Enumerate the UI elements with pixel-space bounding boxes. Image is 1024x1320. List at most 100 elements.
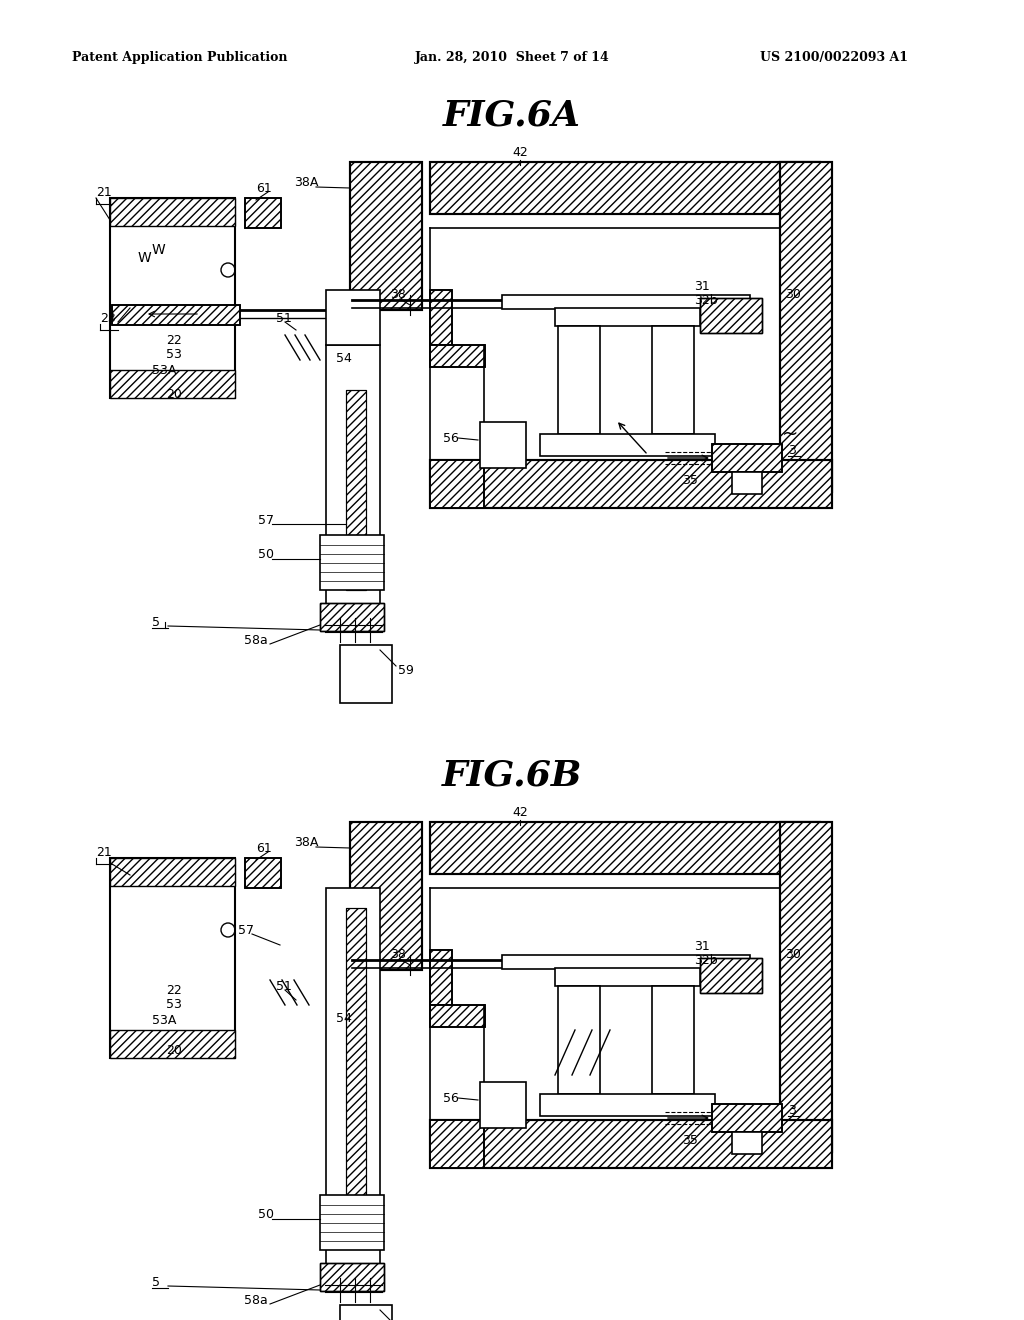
Text: 58a: 58a — [244, 1294, 267, 1307]
Bar — [319, 1195, 384, 1250]
Text: 51: 51 — [276, 979, 292, 993]
Text: 31: 31 — [694, 940, 710, 953]
Bar — [346, 389, 366, 590]
Bar — [555, 308, 700, 326]
Bar — [430, 459, 484, 508]
Text: 56: 56 — [443, 1092, 459, 1105]
Bar — [430, 345, 485, 367]
Bar — [430, 459, 831, 508]
Text: W: W — [152, 243, 165, 257]
Bar — [350, 162, 422, 310]
Bar — [502, 294, 750, 309]
Text: 35: 35 — [682, 1134, 698, 1147]
Text: 21: 21 — [96, 186, 112, 198]
Bar — [112, 305, 240, 325]
Bar — [555, 968, 700, 986]
Text: US 2100/0022093 A1: US 2100/0022093 A1 — [760, 51, 908, 65]
Bar — [652, 326, 694, 434]
Text: 59: 59 — [398, 664, 414, 676]
Bar — [326, 888, 380, 1269]
Text: 35: 35 — [682, 474, 698, 487]
Text: 31: 31 — [694, 280, 710, 293]
Bar — [430, 1005, 485, 1027]
Bar — [245, 198, 281, 228]
Text: 5: 5 — [152, 1275, 160, 1288]
Text: Jan. 28, 2010  Sheet 7 of 14: Jan. 28, 2010 Sheet 7 of 14 — [415, 51, 609, 65]
Bar — [110, 858, 234, 886]
Text: 50: 50 — [258, 549, 274, 561]
Text: 38A: 38A — [294, 837, 318, 850]
Bar — [430, 459, 484, 508]
Bar — [558, 326, 600, 434]
Text: 5: 5 — [152, 615, 160, 628]
Bar — [700, 298, 762, 333]
Text: 53: 53 — [166, 348, 182, 362]
Text: 22: 22 — [166, 334, 181, 346]
Text: 30: 30 — [785, 289, 801, 301]
Bar — [700, 958, 762, 993]
Text: ~: ~ — [781, 425, 798, 444]
Bar — [110, 370, 234, 399]
Bar — [319, 535, 384, 590]
Bar — [319, 603, 384, 631]
Bar — [430, 822, 820, 874]
Bar — [712, 1104, 782, 1133]
Bar — [245, 858, 281, 888]
Bar — [480, 1082, 526, 1129]
Bar — [700, 958, 762, 993]
Bar — [319, 1263, 384, 1291]
Text: 53A: 53A — [152, 1014, 176, 1027]
Text: 42: 42 — [512, 145, 528, 158]
Bar — [350, 162, 422, 310]
Bar — [732, 473, 762, 494]
Text: 54: 54 — [336, 1011, 352, 1024]
Text: 58a: 58a — [244, 634, 267, 647]
Bar — [780, 822, 831, 1152]
Text: 38A: 38A — [294, 177, 318, 190]
Bar — [732, 1133, 762, 1154]
Bar — [110, 1030, 234, 1059]
Text: Patent Application Publication: Patent Application Publication — [72, 51, 288, 65]
Text: 61: 61 — [256, 842, 271, 854]
Bar — [430, 1119, 484, 1168]
Text: 50: 50 — [258, 1209, 274, 1221]
Text: 56: 56 — [443, 432, 459, 445]
Bar — [319, 603, 384, 631]
Bar — [430, 1005, 485, 1027]
Bar — [430, 290, 452, 345]
Bar — [245, 198, 281, 228]
Text: 57: 57 — [258, 513, 274, 527]
Bar — [780, 822, 831, 1152]
Text: 53A: 53A — [152, 363, 176, 376]
Text: 53: 53 — [166, 998, 182, 1011]
Bar — [350, 822, 422, 970]
Bar — [245, 858, 281, 888]
Bar — [430, 1119, 831, 1168]
Bar — [430, 290, 452, 345]
Text: 3: 3 — [788, 444, 796, 457]
Bar — [326, 345, 380, 620]
Text: 20: 20 — [166, 388, 182, 401]
Bar — [540, 434, 715, 455]
Bar — [700, 298, 762, 333]
Bar — [558, 986, 600, 1094]
Bar — [110, 198, 234, 399]
Bar — [340, 645, 392, 704]
Bar — [712, 444, 782, 473]
Bar — [780, 162, 831, 492]
Text: 21: 21 — [96, 846, 112, 858]
Bar — [430, 1119, 484, 1168]
Text: 51: 51 — [276, 312, 292, 325]
Bar — [346, 908, 366, 1218]
Text: 23: 23 — [100, 312, 116, 325]
Text: W: W — [137, 251, 151, 265]
Bar — [110, 198, 234, 226]
Text: 38: 38 — [390, 949, 406, 961]
Bar — [340, 1305, 392, 1320]
Text: 20: 20 — [166, 1044, 182, 1056]
Bar — [430, 822, 820, 874]
Text: FIG.6A: FIG.6A — [443, 98, 581, 132]
Bar — [652, 986, 694, 1094]
Text: 61: 61 — [256, 181, 271, 194]
Bar — [326, 290, 380, 345]
